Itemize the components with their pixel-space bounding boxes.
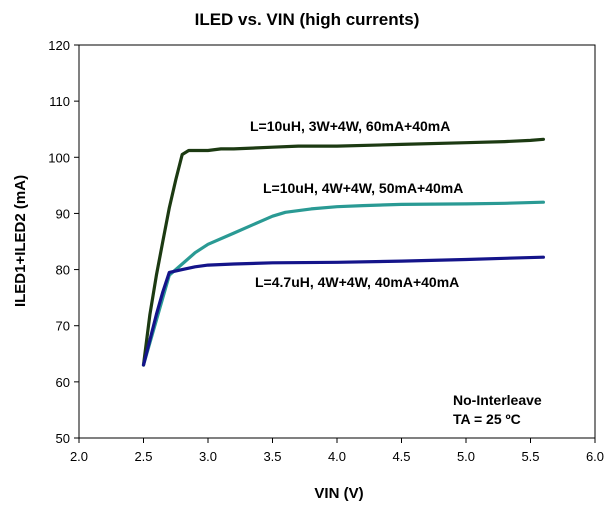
y-axis-label: ILED1+ILED2 (mA) [12,175,29,307]
series-line-1 [141,200,546,367]
x-tick-label: 2.0 [70,449,88,464]
series-line-0 [141,137,546,367]
x-axis-label: VIN (V) [314,485,363,502]
y-tick-label: 80 [56,263,70,278]
x-tick-label: 3.5 [263,449,281,464]
annotation-interleave: No-Interleave [453,392,542,408]
x-tick-label: 3.0 [199,449,217,464]
x-axis-ticks: 2.0 2.5 3.0 3.5 4.0 4.5 5.0 5.5 6.0 [70,438,604,464]
x-tick-label: 4.0 [328,449,346,464]
annotation-temperature: TA = 25 ºC [453,411,521,427]
x-tick-label: 5.0 [457,449,475,464]
y-tick-label: 120 [48,38,70,53]
series-lines [141,137,546,367]
y-tick-label: 50 [56,431,70,446]
x-tick-label: 4.5 [392,449,410,464]
y-axis-ticks: 50 60 70 80 90 100 110 120 [48,38,79,446]
series-label-40ma: L=4.7uH, 4W+4W, 40mA+40mA [255,274,459,290]
y-tick-label: 60 [56,375,70,390]
y-tick-label: 100 [48,150,70,165]
series-line-2 [141,255,546,367]
y-tick-label: 90 [56,206,70,221]
x-tick-label: 6.0 [586,449,604,464]
series-label-60ma: L=10uH, 3W+4W, 60mA+40mA [250,118,450,134]
plot-area [78,44,596,439]
y-tick-label: 70 [56,319,70,334]
chart-title: ILED vs. VIN (high currents) [195,10,420,29]
x-tick-label: 2.5 [134,449,152,464]
series-label-50ma: L=10uH, 4W+4W, 50mA+40mA [263,180,463,196]
x-tick-label: 5.5 [521,449,539,464]
y-tick-label: 110 [49,94,70,109]
series-labels: L=10uH, 3W+4W, 60mA+40mA L=10uH, 4W+4W, … [250,118,463,290]
